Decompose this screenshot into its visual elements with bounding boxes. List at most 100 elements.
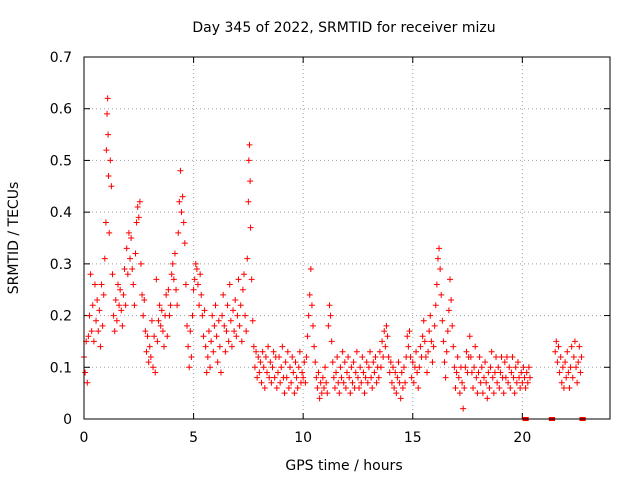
- data-point: [204, 353, 211, 360]
- data-point: [359, 353, 366, 360]
- data-point: [365, 364, 372, 371]
- data-point: [164, 333, 171, 340]
- data-point: [109, 271, 116, 278]
- data-point: [560, 384, 567, 391]
- data-point: [356, 384, 363, 391]
- data-point: [449, 322, 456, 329]
- data-point: [100, 291, 107, 298]
- data-point: [245, 198, 252, 205]
- data-point: [470, 384, 477, 391]
- data-point: [324, 390, 331, 397]
- data-point: [559, 364, 566, 371]
- data-point: [287, 364, 294, 371]
- data-point: [278, 364, 285, 371]
- data-point: [142, 328, 149, 335]
- data-point: [200, 333, 207, 340]
- data-point: [555, 343, 562, 350]
- data-point: [333, 369, 340, 376]
- data-point: [221, 322, 228, 329]
- data-point: [415, 384, 422, 391]
- data-point: [197, 271, 204, 278]
- data-point: [230, 307, 237, 314]
- data-point: [205, 328, 212, 335]
- data-point: [244, 255, 251, 262]
- data-point: [111, 328, 118, 335]
- data-point: [233, 333, 240, 340]
- data-point: [453, 369, 460, 376]
- data-point: [370, 359, 377, 366]
- data-point: [238, 338, 245, 345]
- data-point: [160, 343, 167, 350]
- data-point: [90, 338, 97, 345]
- data-point: [353, 348, 360, 355]
- data-point: [117, 286, 124, 293]
- data-point: [136, 198, 143, 205]
- data-point: [525, 364, 532, 371]
- data-point: [502, 374, 509, 381]
- data-point: [105, 172, 112, 179]
- data-point: [377, 364, 384, 371]
- data-point: [267, 359, 274, 366]
- x-tick-label: 0: [80, 430, 89, 446]
- data-point: [170, 276, 177, 283]
- data-point: [178, 209, 185, 216]
- data-point: [210, 348, 217, 355]
- data-point: [388, 379, 395, 386]
- data-point: [322, 364, 329, 371]
- data-point: [147, 353, 154, 360]
- data-point: [329, 359, 336, 366]
- data-point: [300, 374, 307, 381]
- data-point: [311, 343, 318, 350]
- data-point: [503, 353, 510, 360]
- data-point: [130, 281, 137, 288]
- data-point: [291, 390, 298, 397]
- data-point: [171, 250, 178, 257]
- data-point: [186, 364, 193, 371]
- data-point: [120, 291, 127, 298]
- data-point: [284, 348, 291, 355]
- data-point: [201, 307, 208, 314]
- data-point: [198, 291, 205, 298]
- data-point: [168, 271, 175, 278]
- data-point: [193, 266, 200, 273]
- data-point: [246, 141, 253, 148]
- data-point: [413, 348, 420, 355]
- data-point: [234, 312, 241, 319]
- data-point: [196, 302, 203, 309]
- data-point: [269, 364, 276, 371]
- data-point: [320, 384, 327, 391]
- data-point: [328, 338, 335, 345]
- data-point: [279, 343, 286, 350]
- data-point: [225, 338, 232, 345]
- data-point: [294, 384, 301, 391]
- data-point: [444, 328, 451, 335]
- data-point: [290, 369, 297, 376]
- data-point: [340, 379, 347, 386]
- data-point: [567, 364, 574, 371]
- data-point: [466, 333, 473, 340]
- data-point: [190, 286, 197, 293]
- data-point: [235, 276, 242, 283]
- x-tick-label: 20: [513, 430, 531, 446]
- data-point: [141, 297, 148, 304]
- data-point: [296, 348, 303, 355]
- x-tick-label: 10: [294, 430, 312, 446]
- data-point: [255, 353, 262, 360]
- data-point: [314, 384, 321, 391]
- data-point: [295, 364, 302, 371]
- data-point: [270, 348, 277, 355]
- data-point: [429, 359, 436, 366]
- data-point: [498, 353, 505, 360]
- data-point: [558, 379, 565, 386]
- data-point: [180, 219, 187, 226]
- data-point: [240, 271, 247, 278]
- data-point: [114, 281, 121, 288]
- data-point: [460, 405, 467, 412]
- data-point: [326, 302, 333, 309]
- data-point: [511, 390, 518, 397]
- data-point: [247, 178, 254, 185]
- data-point: [86, 312, 93, 319]
- data-point: [406, 328, 413, 335]
- data-point: [420, 317, 427, 324]
